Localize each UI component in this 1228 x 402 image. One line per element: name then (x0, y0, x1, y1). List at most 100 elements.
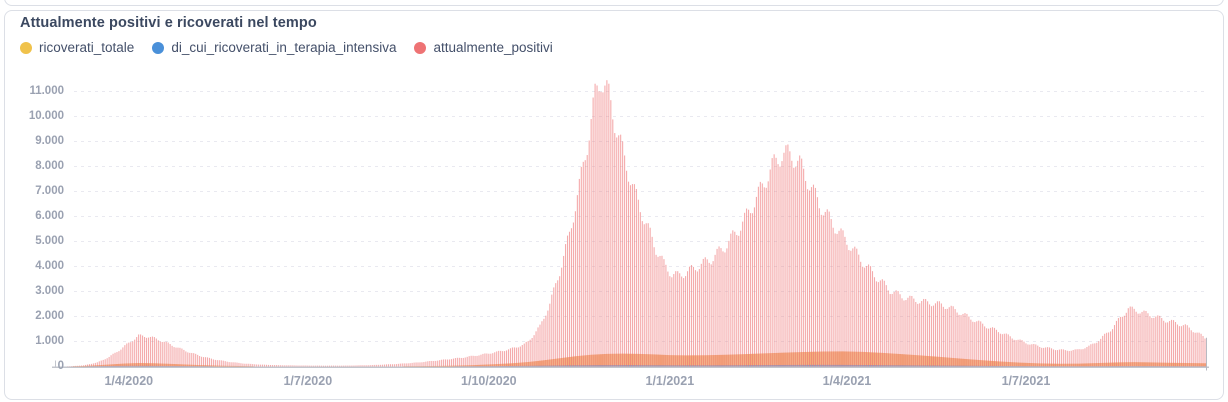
bar-positivi[interactable] (94, 362, 96, 367)
bar-positivi[interactable] (881, 279, 883, 367)
bar-positivi[interactable] (1169, 321, 1171, 367)
bar-positivi[interactable] (753, 207, 755, 367)
bar-positivi[interactable] (277, 365, 279, 367)
bar-positivi[interactable] (311, 365, 313, 367)
bar-positivi[interactable] (254, 364, 256, 367)
bar-positivi[interactable] (1013, 339, 1015, 367)
bar-positivi[interactable] (193, 353, 195, 367)
bar-positivi[interactable] (667, 271, 669, 367)
bar-positivi[interactable] (657, 256, 659, 367)
bar-positivi[interactable] (301, 365, 303, 367)
bar-positivi[interactable] (1011, 338, 1013, 367)
bar-positivi[interactable] (303, 365, 305, 367)
bar-positivi[interactable] (138, 334, 140, 367)
bar-positivi[interactable] (905, 300, 907, 367)
bar-positivi[interactable] (104, 359, 106, 367)
bar-positivi[interactable] (925, 298, 927, 367)
bar-positivi[interactable] (500, 350, 502, 367)
bar-positivi[interactable] (671, 277, 673, 367)
bar-positivi[interactable] (1072, 350, 1074, 367)
bar-positivi[interactable] (848, 250, 850, 367)
bar-positivi[interactable] (923, 298, 925, 367)
bar-positivi[interactable] (683, 278, 685, 367)
bar-positivi[interactable] (730, 233, 732, 367)
bar-positivi[interactable] (580, 166, 582, 367)
legend-item-ricoverati-totale[interactable]: ricoverati_totale (20, 40, 134, 55)
bar-positivi[interactable] (862, 266, 864, 367)
bar-positivi[interactable] (464, 357, 466, 367)
bar-positivi[interactable] (307, 365, 309, 367)
bar-positivi[interactable] (258, 364, 260, 367)
bar-positivi[interactable] (79, 365, 81, 367)
bar-positivi[interactable] (807, 189, 809, 367)
bar-positivi[interactable] (555, 283, 557, 367)
bar-positivi[interactable] (1149, 316, 1151, 367)
bar-positivi[interactable] (1064, 350, 1066, 367)
bar-positivi[interactable] (1005, 333, 1007, 367)
bar-positivi[interactable] (1082, 349, 1084, 367)
bar-positivi[interactable] (179, 347, 181, 367)
bar-positivi[interactable] (541, 321, 543, 367)
bar-positivi[interactable] (1155, 316, 1157, 367)
bar-positivi[interactable] (614, 133, 616, 367)
bar-positivi[interactable] (793, 167, 795, 367)
bar-positivi[interactable] (677, 271, 679, 367)
bar-positivi[interactable] (875, 281, 877, 367)
bar-positivi[interactable] (930, 306, 933, 367)
bar-positivi[interactable] (736, 235, 738, 367)
bar-positivi[interactable] (976, 321, 978, 367)
bar-positivi[interactable] (751, 213, 754, 367)
bar-positivi[interactable] (932, 305, 935, 367)
bar-positivi[interactable] (626, 170, 628, 367)
bar-positivi[interactable] (704, 257, 706, 367)
bar-positivi[interactable] (285, 365, 287, 367)
bar-positivi[interactable] (929, 304, 931, 367)
bar-positivi[interactable] (578, 178, 580, 367)
bar-positivi[interactable] (980, 321, 982, 367)
bar-positivi[interactable] (502, 351, 504, 367)
bar-positivi[interactable] (643, 224, 645, 367)
bar-positivi[interactable] (220, 360, 222, 367)
bar-positivi[interactable] (787, 144, 789, 367)
bar-positivi[interactable] (665, 264, 667, 367)
bar-positivi[interactable] (265, 364, 268, 367)
bar-positivi[interactable] (387, 364, 390, 367)
bar-positivi[interactable] (73, 365, 75, 367)
bar-positivi[interactable] (448, 359, 451, 367)
bar-positivi[interactable] (1050, 348, 1053, 367)
bar-positivi[interactable] (513, 347, 515, 367)
bar-positivi[interactable] (171, 345, 173, 367)
bar-positivi[interactable] (492, 353, 494, 367)
bar-positivi[interactable] (698, 269, 700, 367)
bar-positivi[interactable] (990, 327, 992, 367)
bar-positivi[interactable] (565, 244, 567, 367)
bar-positivi[interactable] (832, 227, 834, 367)
bar-positivi[interactable] (96, 362, 98, 367)
bar-positivi[interactable] (293, 365, 295, 367)
bar-positivi[interactable] (279, 365, 281, 367)
bar-positivi[interactable] (964, 313, 966, 367)
bar-positivi[interactable] (795, 167, 797, 367)
bar-positivi[interactable] (1096, 342, 1098, 367)
bar-positivi[interactable] (942, 306, 944, 367)
bar-positivi[interactable] (319, 365, 321, 367)
bar-positivi[interactable] (950, 305, 952, 367)
bar-positivi[interactable] (948, 307, 950, 367)
bar-positivi[interactable] (1163, 320, 1165, 367)
bar-positivi[interactable] (401, 363, 403, 367)
bar-positivi[interactable] (911, 295, 913, 367)
bar-positivi[interactable] (330, 365, 332, 367)
bar-positivi[interactable] (529, 339, 531, 367)
bar-positivi[interactable] (1045, 347, 1047, 367)
bar-positivi[interactable] (808, 190, 811, 367)
bar-positivi[interactable] (264, 364, 266, 367)
bar-positivi[interactable] (445, 359, 447, 367)
bar-positivi[interactable] (616, 137, 618, 367)
bar-positivi[interactable] (429, 361, 431, 367)
bar-positivi[interactable] (128, 342, 130, 367)
bar-positivi[interactable] (376, 364, 378, 367)
bar-positivi[interactable] (417, 362, 419, 367)
bar-positivi[interactable] (273, 365, 275, 367)
bar-positivi[interactable] (702, 258, 704, 367)
